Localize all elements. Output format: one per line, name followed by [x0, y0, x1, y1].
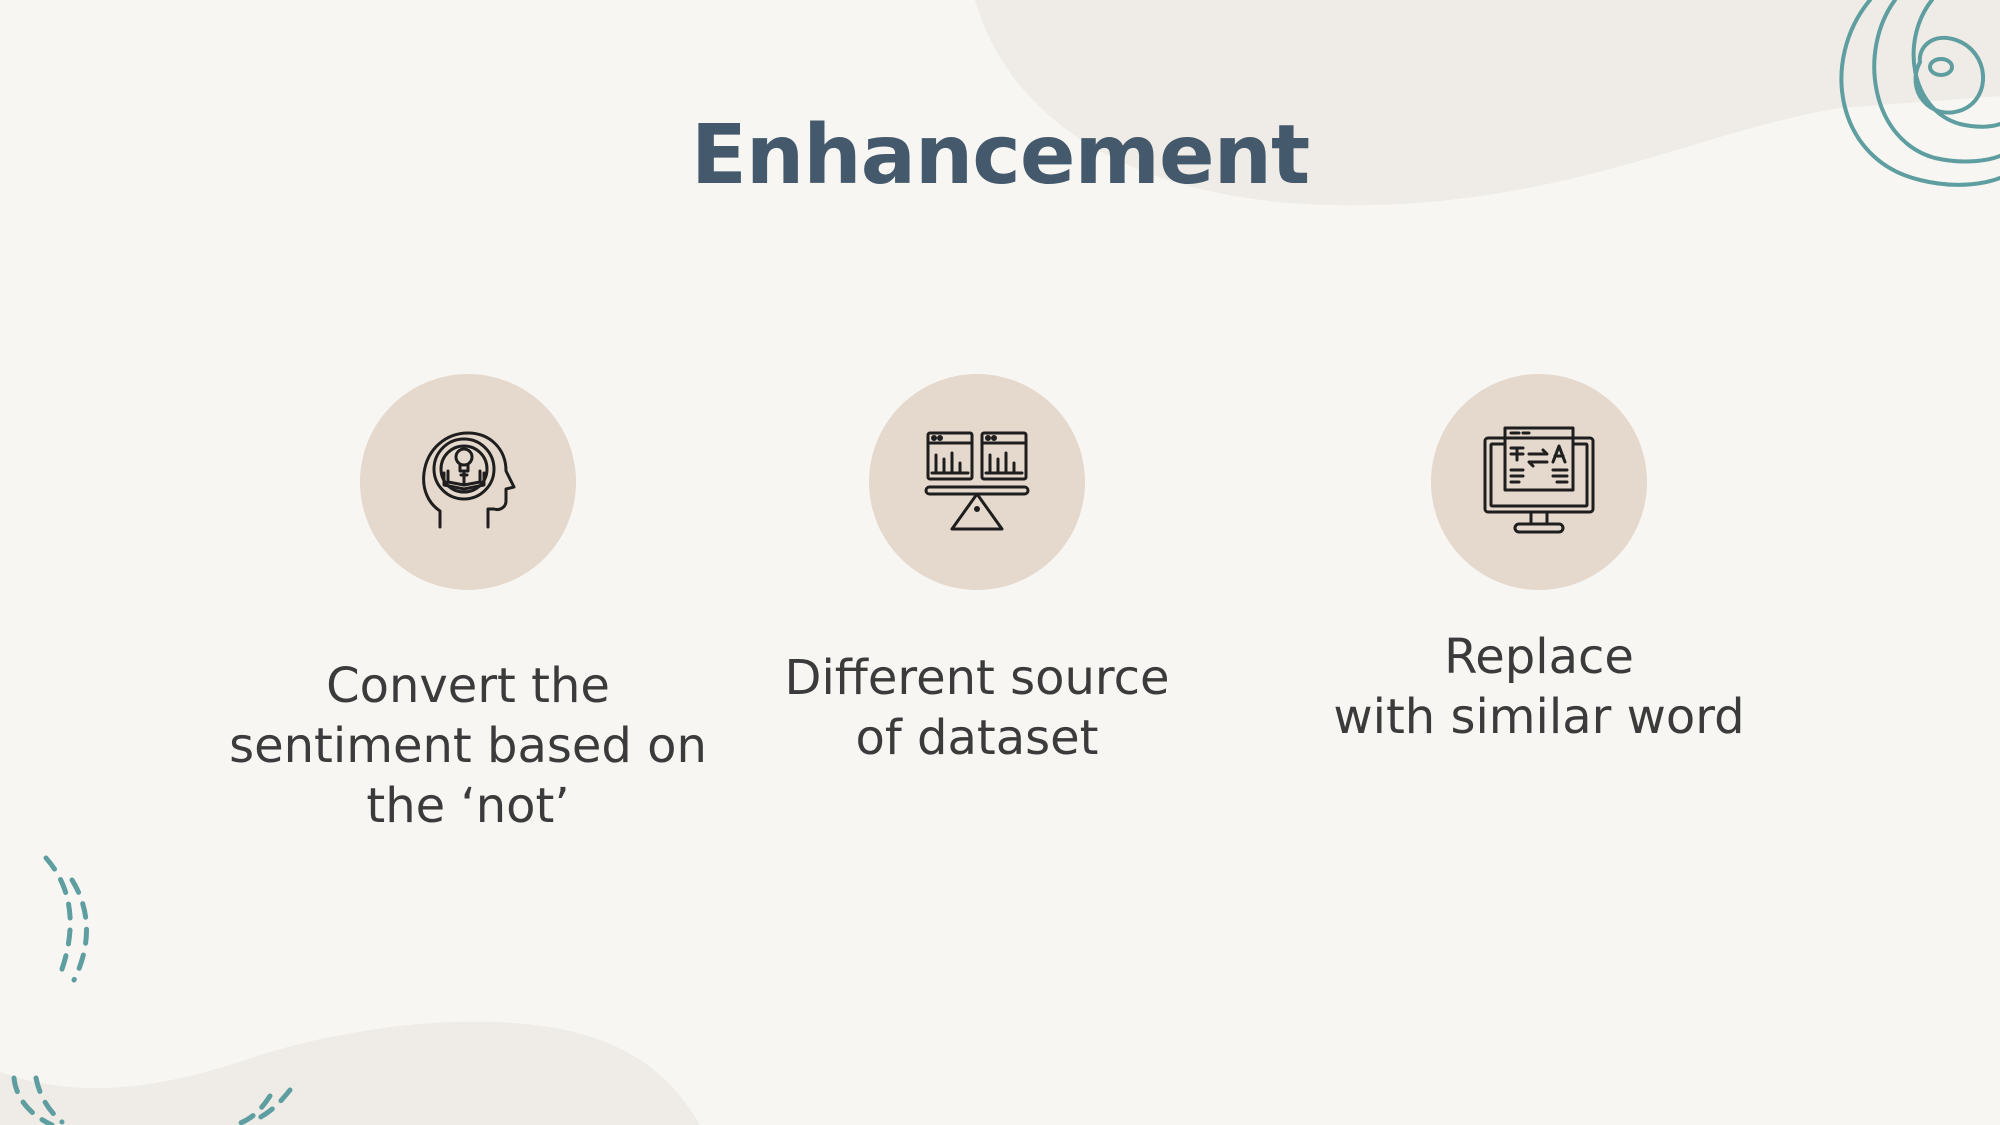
monitor-translate-icon [1483, 426, 1595, 534]
balance-scale-charts-icon [924, 431, 1030, 531]
top-blob-shape [975, 0, 2000, 206]
item-caption-3: Replace with similar word [1333, 629, 1745, 745]
head-lightbulb-book-icon [422, 431, 516, 529]
bottom-blob-shape [0, 1021, 700, 1125]
dashed-lines-decoration [11, 855, 293, 1125]
slide-title: Enhancement [690, 108, 1310, 203]
item-caption-2: Different source of dataset [784, 650, 1170, 766]
icon-circle-3 [1431, 374, 1647, 590]
icon-circle-1 [360, 374, 576, 590]
item-caption-1: Convert the sentiment based on the ‘not’ [229, 658, 707, 834]
icon-circle-2 [869, 374, 1085, 590]
concentric-rings-icon [1839, 0, 2000, 187]
